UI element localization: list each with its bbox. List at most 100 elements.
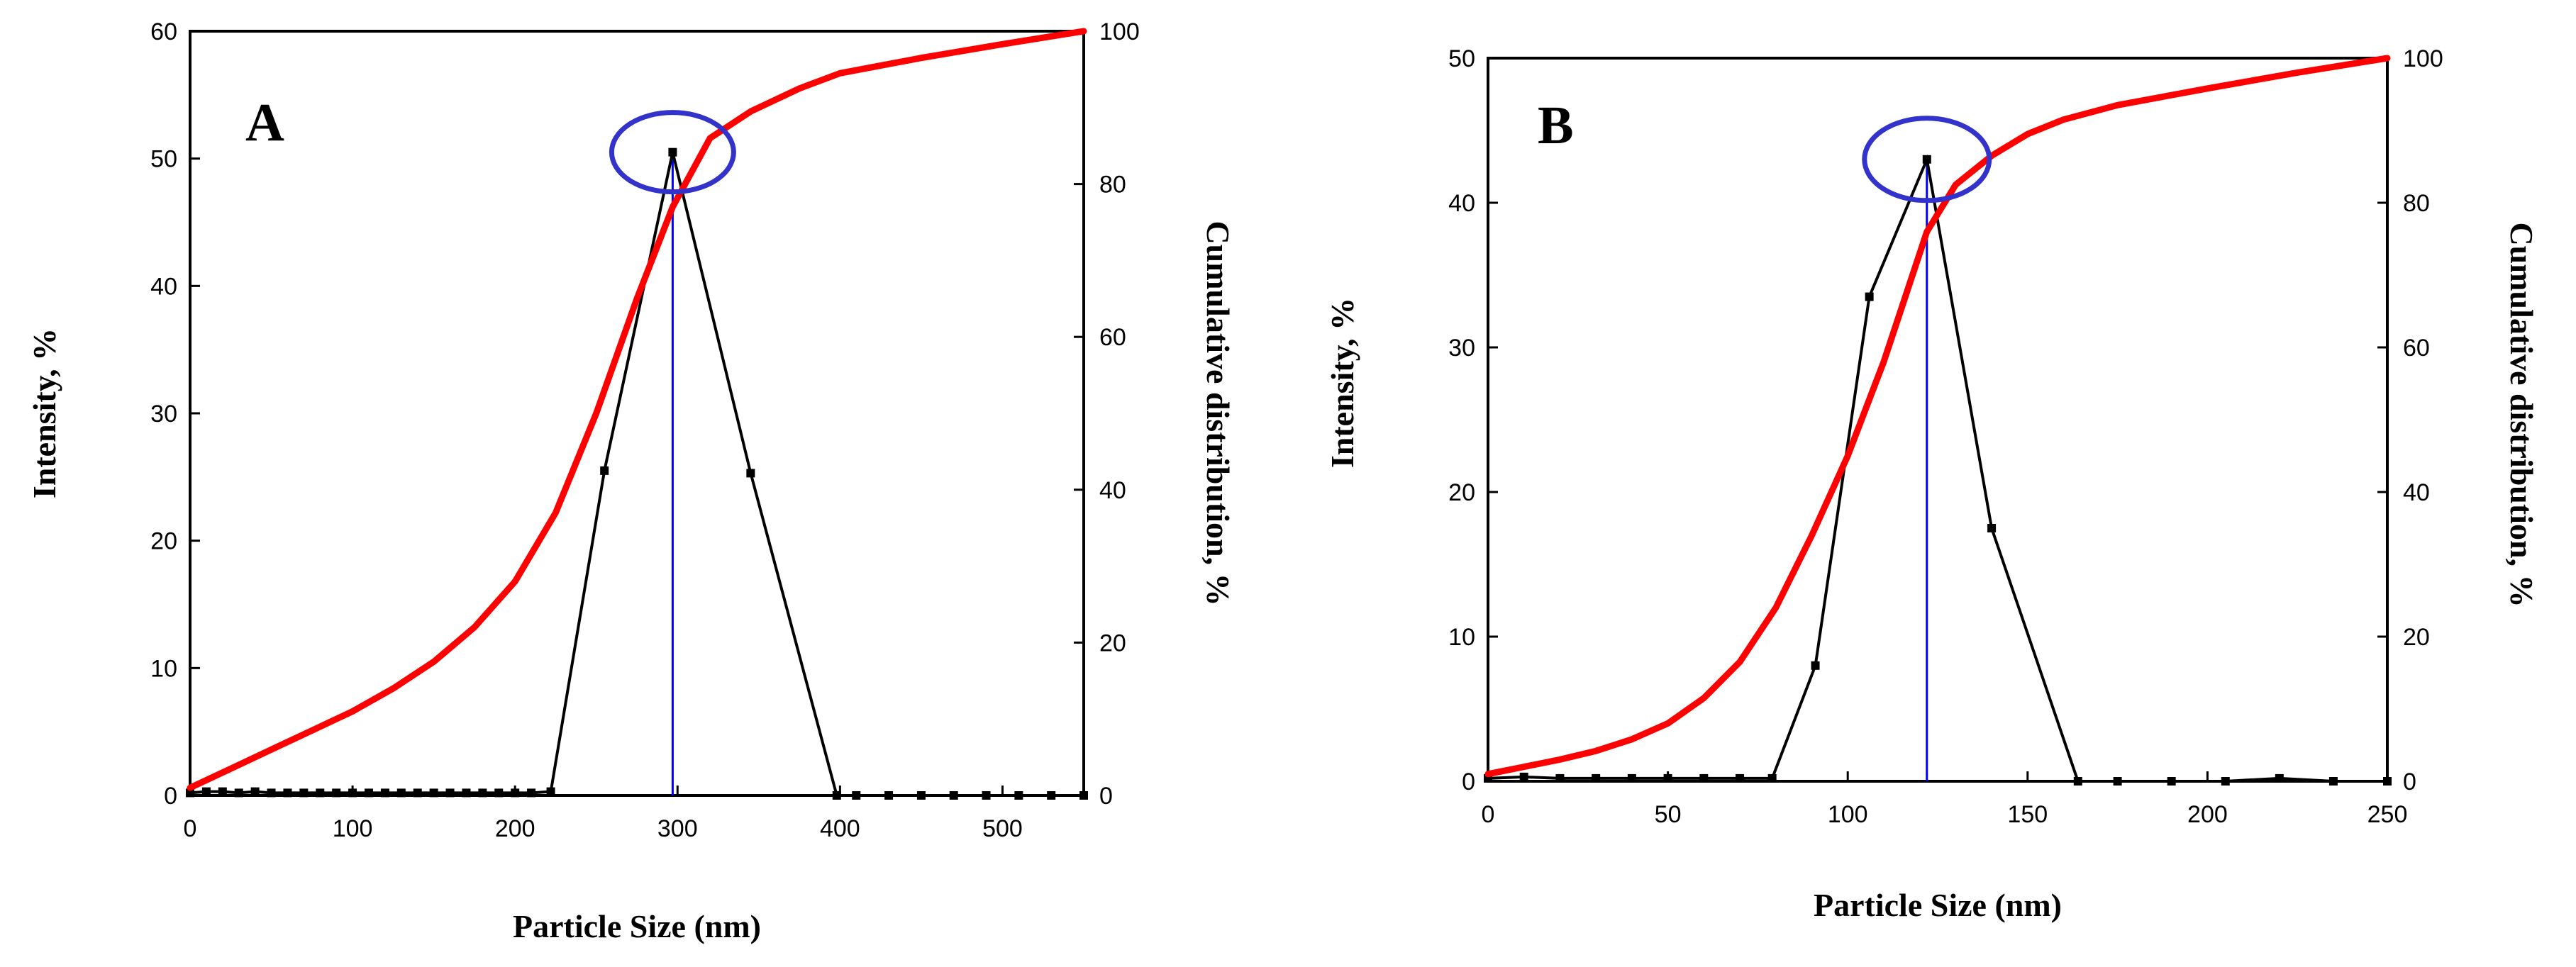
- y2-tick-label-b: 100: [2403, 45, 2443, 72]
- y-tick-label-a: 50: [150, 146, 177, 173]
- y-tick-label-b: 10: [1448, 624, 1475, 651]
- intensity-point-a: [413, 788, 422, 798]
- panel-label-b: B: [1538, 96, 1574, 155]
- y-axis-title-b: Intensity, %: [1324, 298, 1360, 468]
- x-tick-label-a: 400: [820, 815, 860, 842]
- y2-tick-label-b: 60: [2403, 335, 2430, 362]
- intensity-point-a: [600, 466, 609, 475]
- panel-label-a: A: [245, 93, 284, 152]
- intensity-point-a: [365, 788, 373, 798]
- intensity-point-a: [982, 791, 991, 800]
- intensity-point-b: [1922, 155, 1931, 164]
- series-a: [186, 28, 1088, 800]
- intensity-point-a: [1079, 791, 1088, 800]
- cumulative-curve-b: [1484, 55, 2391, 778]
- x-tick-label-a: 300: [657, 815, 698, 842]
- chart-panel-b: B Particle Size (nm) Intensity, % Cumula…: [1324, 45, 2540, 923]
- peak-highlight-circle-b: [1862, 116, 1992, 203]
- intensity-point-a: [380, 788, 389, 798]
- x-tick-label-a: 500: [982, 815, 1023, 842]
- intensity-point-a: [283, 788, 292, 798]
- series-b: [1484, 55, 2392, 786]
- y2-tick-label-b: 20: [2403, 624, 2430, 651]
- intensity-point-b: [1736, 773, 1745, 783]
- x-tick-label-b: 200: [2187, 801, 2228, 828]
- y2-tick-label-a: 20: [1099, 630, 1126, 656]
- intensity-point-a: [511, 788, 520, 798]
- x-tick-label-b: 150: [2007, 801, 2048, 828]
- y-tick-label-a: 60: [150, 18, 177, 45]
- y-tick-label-b: 40: [1448, 190, 1475, 217]
- x-ticks-a: 0 100 200 300 400 500: [184, 786, 1023, 842]
- x-ticks-b: 0 50 100 150 200 250: [1482, 771, 2408, 828]
- intensity-point-a: [478, 788, 487, 798]
- y-tick-label-a: 0: [164, 783, 177, 810]
- intensity-point-b: [1555, 773, 1565, 783]
- intensity-point-a: [884, 791, 894, 800]
- intensity-point-a: [546, 787, 555, 796]
- intensity-point-a: [234, 788, 243, 798]
- y2-tick-label-a: 100: [1099, 18, 1140, 45]
- x-tick-label-b: 0: [1482, 801, 1495, 828]
- y-tick-label-b: 20: [1448, 479, 1475, 506]
- intensity-point-a: [832, 791, 841, 800]
- plot-frame-a: [189, 30, 1085, 797]
- intensity-point-a: [396, 788, 406, 798]
- intensity-point-a: [1047, 791, 1056, 800]
- intensity-point-a: [316, 788, 325, 798]
- intensity-point-b: [1627, 773, 1636, 783]
- y2-tick-label-a: 40: [1099, 477, 1126, 504]
- y-ticks-b: 0 10 20 30 40 50: [1448, 45, 1498, 795]
- intensity-point-b: [2221, 777, 2230, 786]
- y2-ticks-a: 0 20 40 60 80 100: [1074, 18, 1140, 810]
- y2-tick-label-b: 0: [2403, 768, 2416, 795]
- intensity-point-a: [462, 788, 471, 798]
- x-tick-label-b: 50: [1655, 801, 1682, 828]
- intensity-point-b: [2275, 773, 2284, 783]
- intensity-point-a: [201, 787, 211, 796]
- y2-tick-label-b: 40: [2403, 479, 2430, 506]
- intensity-line-a: [189, 152, 1084, 797]
- y-tick-label-a: 20: [150, 528, 177, 555]
- intensity-point-a: [1014, 791, 1023, 800]
- x-tick-label-a: 100: [333, 815, 373, 842]
- y2-tick-label-a: 80: [1099, 172, 1126, 199]
- intensity-point-a: [186, 788, 194, 798]
- intensity-point-b: [2383, 777, 2392, 786]
- intensity-point-b: [2167, 777, 2176, 786]
- y2-axis-title-a: Cumulative distribution, %: [1200, 220, 1236, 605]
- intensity-point-a: [852, 791, 861, 800]
- intensity-point-a: [916, 791, 926, 800]
- y2-tick-label-a: 0: [1099, 783, 1113, 810]
- intensity-point-a: [668, 147, 677, 157]
- x-tick-label-a: 200: [495, 815, 535, 842]
- intensity-point-b: [1592, 773, 1601, 783]
- intensity-point-a: [299, 788, 309, 798]
- x-axis-title-a: Particle Size (nm): [513, 908, 761, 944]
- intensity-point-b: [2113, 777, 2122, 786]
- intensity-point-b: [1767, 773, 1777, 783]
- intensity-point-a: [949, 791, 958, 800]
- y-tick-label-b: 0: [1462, 768, 1475, 795]
- intensity-point-b: [1811, 661, 1820, 670]
- intensity-point-a: [267, 788, 276, 798]
- intensity-point-b: [1865, 292, 1874, 301]
- intensity-point-a: [445, 788, 455, 798]
- intensity-point-b: [2073, 777, 2082, 786]
- intensity-point-b: [1987, 524, 1997, 532]
- plot-frame-b: [1487, 57, 2389, 783]
- intensity-point-a: [429, 788, 438, 798]
- intensity-point-b: [1519, 772, 1528, 781]
- x-tick-label-b: 250: [2367, 801, 2408, 828]
- y2-tick-label-a: 60: [1099, 324, 1126, 351]
- intensity-point-a: [746, 469, 755, 478]
- intensity-point-a: [527, 788, 536, 798]
- y-tick-label-a: 40: [150, 273, 177, 300]
- y-axis-title-a: Intensity, %: [26, 328, 62, 498]
- intensity-point-b: [2328, 777, 2338, 786]
- intensity-point-b: [1663, 773, 1672, 783]
- intensity-line-b: [1487, 154, 2387, 783]
- x-tick-label-a: 0: [184, 815, 197, 842]
- y2-tick-label-b: 80: [2403, 190, 2430, 217]
- x-tick-label-b: 100: [1828, 801, 1868, 828]
